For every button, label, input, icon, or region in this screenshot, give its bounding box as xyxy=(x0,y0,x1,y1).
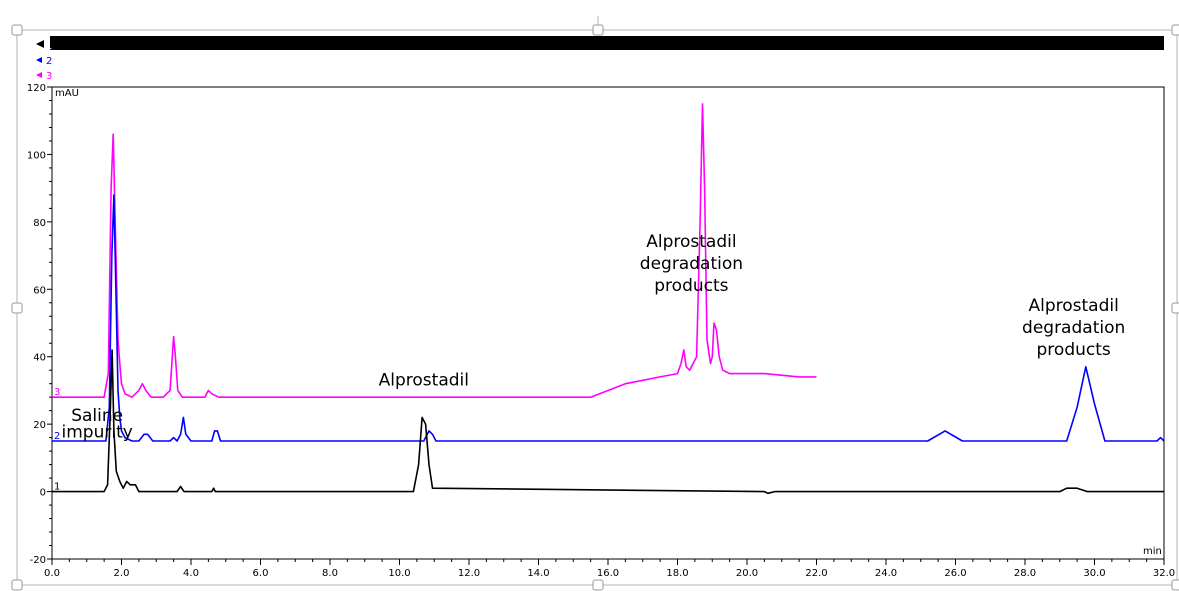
x-axis: 0.0 2.0 4.0 6.0 8.0 10.0 12.0 14.0 16.0 18.0 20.0 2… xyxy=(44,559,1175,579)
series-line-3 xyxy=(52,103,817,399)
y-tick-label: 20 xyxy=(33,420,46,431)
x-tick-label: 18.0 xyxy=(666,568,688,579)
annotation-label: degradation xyxy=(640,254,743,274)
legend-bar xyxy=(50,36,1164,50)
series-lines xyxy=(52,103,1165,495)
series-line-2 xyxy=(52,194,1165,442)
resize-handle[interactable] xyxy=(11,579,23,591)
annotation-label: Alprostadil xyxy=(379,370,469,390)
annotation-label: Alprostadil xyxy=(1028,296,1118,316)
x-axis-unit: min xyxy=(1143,546,1162,557)
resize-handle[interactable] xyxy=(11,24,23,36)
x-tick-label: 16.0 xyxy=(597,568,619,579)
y-tick-label: 40 xyxy=(33,353,46,364)
x-tick-label: 14.0 xyxy=(527,568,549,579)
x-tick-label: 22.0 xyxy=(805,568,827,579)
legend-entry-2: 2 xyxy=(46,56,52,67)
y-axis: -20 0 20 40 60 80 100 120 xyxy=(27,83,52,566)
x-tick-label: 0.0 xyxy=(44,568,60,579)
plot-area xyxy=(51,86,1165,560)
y-tick-label: 80 xyxy=(33,218,46,229)
legend-arrow-icon xyxy=(36,72,42,78)
x-tick-label: 30.0 xyxy=(1083,568,1105,579)
annotation-label: degradation xyxy=(1022,318,1125,338)
resize-handle[interactable] xyxy=(592,579,604,591)
resize-handle[interactable] xyxy=(592,24,604,36)
y-tick-label: 120 xyxy=(27,83,46,94)
resize-handle[interactable] xyxy=(1171,302,1179,314)
x-tick-label: 4.0 xyxy=(183,568,199,579)
series-labels: 3 2 1 xyxy=(54,387,60,492)
legend-entry-1: 1 xyxy=(46,41,52,52)
series-trace-label: 2 xyxy=(54,431,60,442)
series-trace-label: 1 xyxy=(54,482,60,493)
series-trace-label: 3 xyxy=(54,387,60,398)
resize-handles[interactable] xyxy=(11,24,1179,591)
series-line-1 xyxy=(52,349,1164,495)
legend-entry-3: 3 xyxy=(46,71,52,82)
resize-handle[interactable] xyxy=(11,302,23,314)
x-tick-label: 8.0 xyxy=(322,568,338,579)
resize-handle[interactable] xyxy=(1171,24,1179,36)
x-tick-label: 10.0 xyxy=(388,568,410,579)
x-tick-label: 2.0 xyxy=(114,568,130,579)
annotation-label: Saline xyxy=(71,406,123,426)
x-tick-label: 28.0 xyxy=(1014,568,1036,579)
y-tick-label: -20 xyxy=(30,555,46,566)
annotation-label: products xyxy=(654,276,728,296)
y-tick-label: 100 xyxy=(27,150,46,161)
legend-arrow-icon xyxy=(36,40,44,48)
x-tick-label: 12.0 xyxy=(458,568,480,579)
y-tick-label: 60 xyxy=(33,285,46,296)
x-tick-label: 24.0 xyxy=(875,568,897,579)
resize-handle[interactable] xyxy=(1171,579,1179,591)
annotation-label: Alprostadil xyxy=(646,232,736,252)
x-tick-label: 26.0 xyxy=(944,568,966,579)
x-tick-label: 6.0 xyxy=(253,568,269,579)
annotation-label: impurity xyxy=(62,423,133,443)
selection-frame xyxy=(16,29,1178,586)
y-axis-unit: mAU xyxy=(55,88,79,99)
legend: 1 2 3 xyxy=(36,40,52,82)
annotations: SalineimpurityAlprostadilAlprostadildegr… xyxy=(62,232,1126,442)
x-tick-label: 32.0 xyxy=(1153,568,1175,579)
x-tick-label: 20.0 xyxy=(736,568,758,579)
legend-arrow-icon xyxy=(36,57,42,63)
annotation-label: products xyxy=(1037,340,1111,360)
y-tick-label: 0 xyxy=(40,488,46,499)
